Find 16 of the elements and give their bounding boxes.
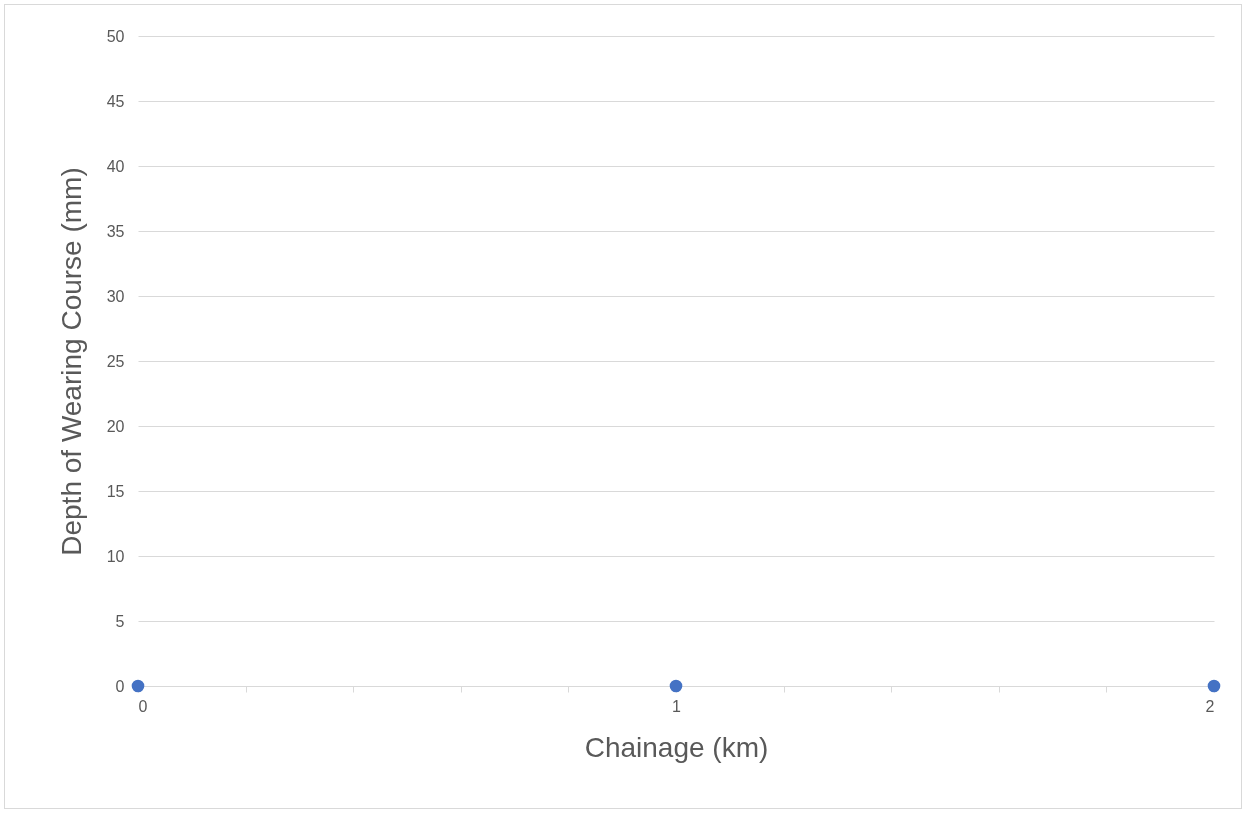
x-tick-label: 0 bbox=[138, 697, 148, 715]
y-tick-label: 0 bbox=[115, 677, 125, 695]
y-tick-label: 30 bbox=[106, 287, 125, 305]
y-tick-label: 15 bbox=[106, 482, 125, 500]
x-axis-title: Chainage (km) bbox=[584, 731, 769, 763]
y-tick-label: 5 bbox=[115, 612, 125, 630]
y-axis-title: Depth of Wearing Course (mm) bbox=[55, 167, 87, 556]
y-tick-label: 10 bbox=[106, 547, 125, 565]
y-tick-label: 45 bbox=[106, 92, 125, 110]
y-tick-label: 25 bbox=[106, 352, 125, 370]
y-tick-label: 40 bbox=[106, 157, 125, 175]
x-tick-label: 2 bbox=[1205, 697, 1215, 715]
y-tick-label: 50 bbox=[106, 27, 125, 45]
y-tick-label: 20 bbox=[106, 417, 125, 435]
x-tick-label: 1 bbox=[672, 697, 682, 715]
y-tick-label: 35 bbox=[106, 222, 125, 240]
